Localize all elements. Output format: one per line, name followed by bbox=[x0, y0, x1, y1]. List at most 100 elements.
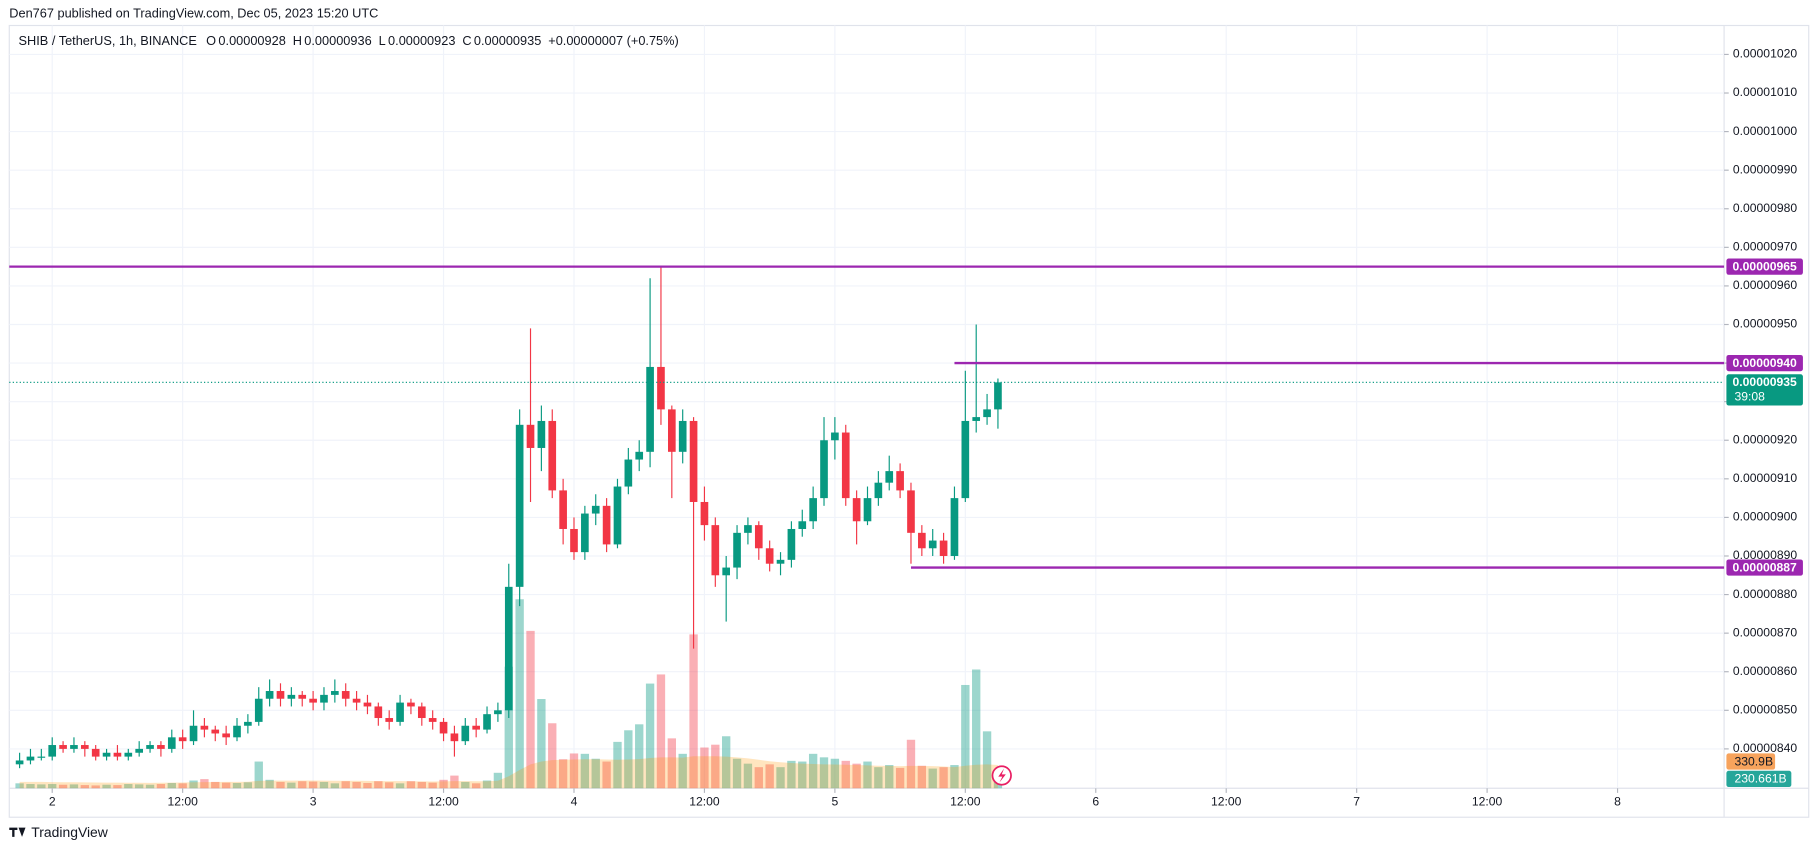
candle-body bbox=[515, 424, 524, 587]
candle-body bbox=[907, 490, 915, 533]
volume-bar bbox=[37, 784, 46, 789]
volume-bar bbox=[819, 757, 829, 789]
volume-bar bbox=[211, 781, 220, 789]
volume-bar bbox=[374, 781, 383, 789]
volume-bar bbox=[711, 744, 720, 789]
volume-bar bbox=[308, 781, 318, 789]
candle-body bbox=[244, 721, 252, 726]
candle-body bbox=[91, 748, 100, 757]
volume-bar bbox=[732, 758, 742, 789]
candle-body bbox=[570, 528, 578, 553]
volume-bar bbox=[950, 765, 959, 789]
y-tick-label: 0.00000840 bbox=[1733, 741, 1797, 755]
volume-bar bbox=[863, 761, 872, 789]
volume-ma-area bbox=[19, 756, 998, 789]
candle-body bbox=[483, 714, 491, 730]
candle-body bbox=[439, 721, 448, 734]
x-tick-label: 4 bbox=[571, 794, 578, 808]
x-tick-label: 8 bbox=[1614, 794, 1621, 808]
volume-bar bbox=[928, 768, 937, 789]
candle-body bbox=[939, 540, 948, 556]
candle-body bbox=[276, 691, 285, 699]
volume-bar bbox=[102, 784, 111, 789]
candle-body bbox=[972, 417, 981, 421]
volume-bar bbox=[243, 782, 253, 789]
candle-body bbox=[417, 706, 426, 719]
volume-bar bbox=[91, 785, 100, 789]
volume-label: 230.661B bbox=[1735, 772, 1787, 786]
y-tick-label: 0.00000960 bbox=[1733, 278, 1797, 292]
legend-value: 0.00000936 bbox=[304, 33, 371, 48]
candle-body bbox=[820, 440, 828, 499]
candle-body bbox=[961, 420, 970, 499]
x-tick-label: 12:00 bbox=[1472, 794, 1503, 808]
legend-change: +0.00000007 (+0.75%) bbox=[548, 33, 678, 48]
x-tick-label: 12:00 bbox=[167, 794, 198, 808]
candle-body bbox=[200, 725, 209, 730]
candle-body bbox=[135, 748, 144, 753]
volume-tag bbox=[1726, 770, 1792, 788]
grid bbox=[9, 25, 1725, 789]
volume-bar bbox=[917, 765, 927, 789]
candle-body bbox=[613, 486, 622, 545]
candle-body bbox=[744, 525, 752, 533]
last-price-tag bbox=[1726, 374, 1803, 406]
legend: SHIB / TetherUS, 1h, BINANCE O 0.00000928 H… bbox=[19, 33, 679, 48]
candle-body bbox=[700, 501, 709, 526]
volume-bar bbox=[537, 699, 546, 789]
y-tick-label: 0.00001000 bbox=[1733, 124, 1797, 138]
volume-bar bbox=[841, 760, 850, 789]
axes: 0.00000840 0.00000850 0.00000860 0.00000870… bbox=[49, 47, 1803, 808]
candle-body bbox=[581, 513, 589, 553]
volume-ma-label: 330.9B bbox=[1735, 754, 1774, 768]
volume-bar bbox=[482, 780, 492, 789]
volume-bar bbox=[830, 758, 840, 789]
volume-bar bbox=[287, 782, 296, 789]
candle-body bbox=[396, 702, 404, 722]
x-tick-label: 12:00 bbox=[428, 794, 459, 808]
volume-bar bbox=[69, 784, 79, 789]
volume-bar bbox=[113, 785, 122, 789]
candle-body bbox=[80, 745, 89, 749]
legend-key: L bbox=[379, 33, 386, 48]
volume-bar bbox=[895, 767, 905, 789]
level-tag bbox=[1726, 354, 1803, 372]
volume-bar bbox=[874, 767, 883, 789]
volume-bar bbox=[461, 781, 470, 789]
y-tick-label: 0.00001010 bbox=[1733, 85, 1797, 99]
y-tick-label: 0.00000990 bbox=[1733, 162, 1797, 176]
candle-body bbox=[668, 409, 676, 452]
candle-body bbox=[428, 718, 437, 722]
volume-bar bbox=[515, 599, 524, 789]
candle-body bbox=[363, 702, 372, 707]
last-price-label: 0.00000935 bbox=[1733, 375, 1797, 389]
candle-body bbox=[896, 471, 904, 491]
candle-body bbox=[37, 756, 46, 758]
icon-bolt bbox=[998, 768, 1006, 783]
x-tick-label: 7 bbox=[1353, 794, 1360, 808]
x-tick-label: 12:00 bbox=[1211, 794, 1242, 808]
x-tick-label: 6 bbox=[1092, 794, 1099, 808]
candle-body bbox=[113, 752, 122, 757]
level-tag-label: 0.00000965 bbox=[1733, 259, 1797, 273]
candle-body bbox=[157, 745, 165, 749]
candle-body bbox=[352, 698, 361, 703]
y-tick-label: 0.00000900 bbox=[1733, 510, 1797, 524]
volume-bar bbox=[80, 785, 89, 789]
candle-body bbox=[602, 505, 611, 545]
candle-body bbox=[70, 745, 78, 749]
candle-body bbox=[320, 694, 328, 703]
legend-value: 0.00000928 bbox=[218, 33, 285, 48]
logo-mark bbox=[9, 827, 26, 837]
volume-bar bbox=[526, 630, 535, 789]
y-tick-label: 0.00000950 bbox=[1733, 317, 1797, 331]
candle-body bbox=[646, 366, 654, 452]
volume-bar bbox=[254, 761, 263, 789]
replay-icon[interactable] bbox=[991, 765, 1012, 786]
candle-body bbox=[287, 694, 296, 699]
volume-bar bbox=[341, 781, 350, 789]
volume-bar bbox=[602, 761, 611, 789]
